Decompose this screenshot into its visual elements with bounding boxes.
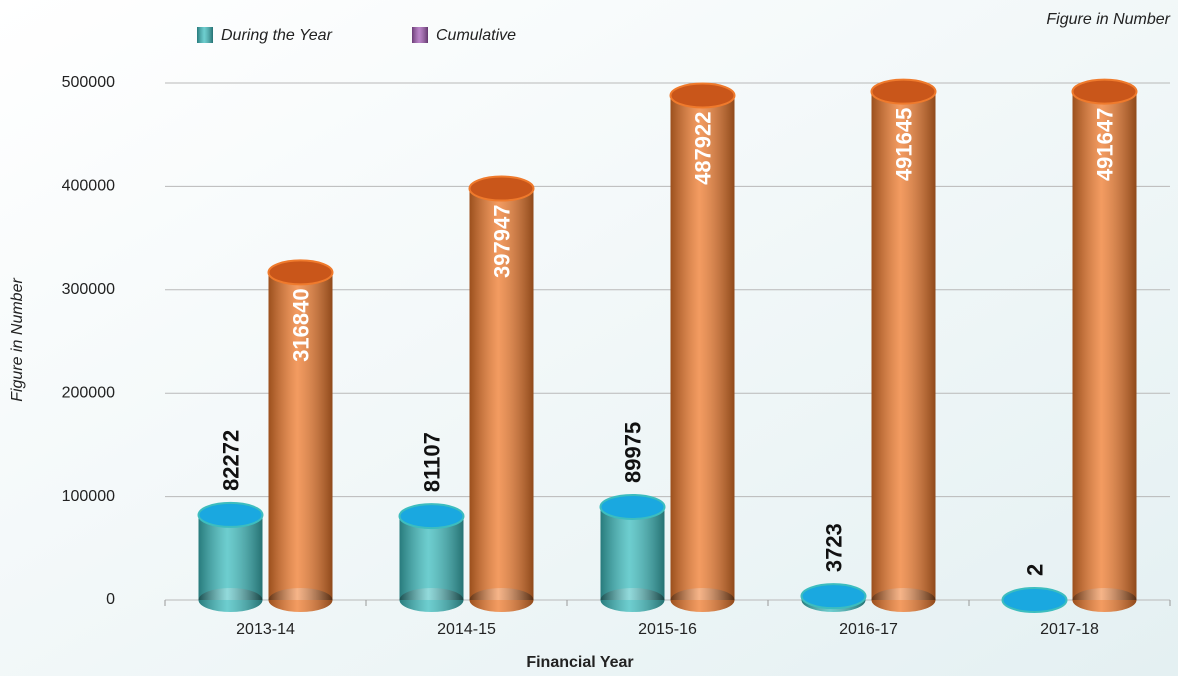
bar-cap <box>468 175 535 202</box>
bar <box>870 78 937 612</box>
data-label: 89975 <box>620 422 645 483</box>
y-tick-label: 500000 <box>62 74 115 91</box>
y-tick-label: 300000 <box>62 281 115 298</box>
x-axis-label: Financial Year <box>526 654 633 671</box>
data-label: 491645 <box>891 108 916 181</box>
bar-shade <box>469 188 534 600</box>
legend-label: Cumulative <box>436 27 516 44</box>
data-label: 316840 <box>288 288 313 361</box>
y-tick-label: 400000 <box>62 178 115 195</box>
bar-shade <box>670 95 735 601</box>
bar <box>468 175 535 612</box>
bar <box>1001 586 1068 613</box>
data-label: 2 <box>1022 564 1047 576</box>
data-label: 3723 <box>821 523 846 572</box>
y-tick-label: 0 <box>106 591 115 608</box>
x-tick-label: 2017-18 <box>1040 621 1099 638</box>
bar-shade <box>1072 91 1137 601</box>
bar-shade <box>871 91 936 600</box>
x-tick-label: 2013-14 <box>236 621 295 638</box>
bar-cap <box>398 503 465 530</box>
bar-shade <box>198 514 263 600</box>
x-tick-label: 2014-15 <box>437 621 496 638</box>
bar <box>800 583 867 612</box>
bar-cap <box>1001 586 1068 613</box>
bar <box>398 503 465 612</box>
data-label: 82272 <box>218 430 243 491</box>
bar-shade <box>268 272 333 600</box>
note: Figure in Number <box>1046 11 1170 28</box>
y-axis-label: Figure in Number <box>9 278 26 402</box>
data-label: 81107 <box>419 432 444 492</box>
bar <box>197 501 264 612</box>
bar <box>1071 78 1138 612</box>
bar-cap <box>870 78 937 105</box>
data-label: 397947 <box>489 205 514 278</box>
bar-shade <box>600 506 665 600</box>
data-label: 491647 <box>1092 108 1117 181</box>
legend-swatch-shade <box>412 27 428 43</box>
y-tick-label: 200000 <box>62 384 115 401</box>
bar <box>599 493 666 612</box>
bar-cap <box>800 583 867 610</box>
bar-cap <box>599 493 666 520</box>
bar-cap <box>197 501 264 528</box>
y-tick-label: 100000 <box>62 488 115 505</box>
bar-cap <box>1071 78 1138 105</box>
data-label: 487922 <box>690 111 715 184</box>
bar-cap <box>267 259 334 286</box>
bar-cap <box>669 82 736 109</box>
legend-swatch-shade <box>197 27 213 43</box>
bar <box>669 82 736 612</box>
x-tick-label: 2015-16 <box>638 621 697 638</box>
bar-shade <box>399 516 464 600</box>
bar <box>267 259 334 612</box>
legend-label: During the Year <box>221 27 333 44</box>
x-tick-label: 2016-17 <box>839 621 898 638</box>
